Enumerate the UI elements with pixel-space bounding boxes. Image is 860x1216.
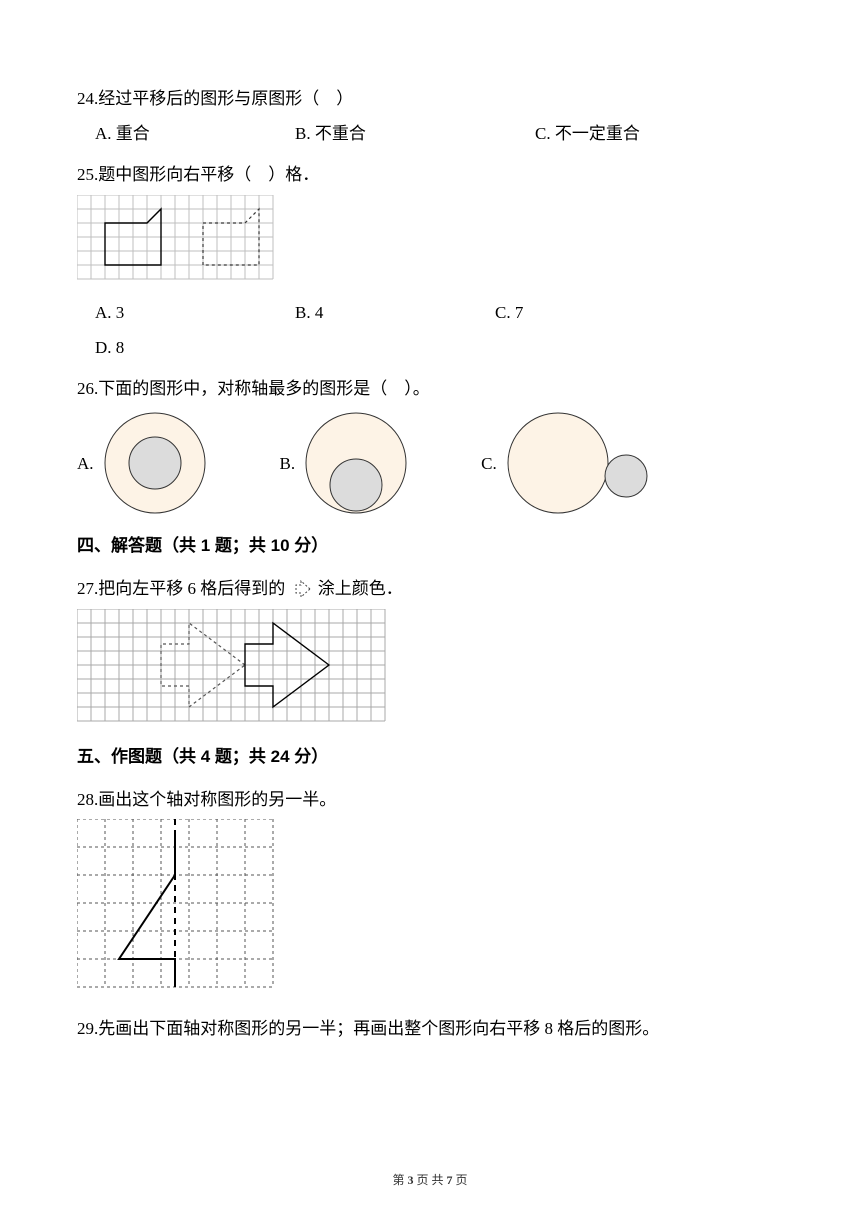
q25-opt-a: A. 3: [95, 299, 295, 326]
section5-title: 五、作图题（共 4 题；共 24 分）: [77, 743, 783, 770]
q28-stem: 28.画出这个轴对称图形的另一半。: [77, 786, 783, 813]
q26-options: A. B. C.: [77, 408, 783, 518]
q27: 27.把向左平移 6 格后得到的 涂上颜色．: [77, 575, 783, 728]
q27-figure: [77, 609, 783, 729]
section4-title: 四、解答题（共 1 题；共 10 分）: [77, 532, 783, 559]
q28-figure: [77, 819, 783, 1001]
q25-stem: 25.题中图形向右平移（ ）格．: [77, 161, 783, 188]
q25-figure: [77, 195, 783, 289]
q26-fig-b: [301, 408, 411, 518]
footer-mid: 页 共: [413, 1173, 446, 1187]
q26-fig-c: [503, 408, 653, 518]
q24-opt-b: B. 不重合: [295, 120, 535, 147]
q25-opt-d: D. 8: [77, 334, 783, 361]
q26-opt-a-label: A.: [77, 450, 94, 477]
q26: 26.下面的图形中，对称轴最多的图形是（ ）。 A. B. C.: [77, 375, 783, 518]
q24-options: A. 重合 B. 不重合 C. 不一定重合: [77, 120, 783, 147]
q27-stem: 27.把向左平移 6 格后得到的 涂上颜色．: [77, 575, 783, 602]
q25-opt-b: B. 4: [295, 299, 495, 326]
q27-stem-a: 27.把向左平移 6 格后得到的: [77, 579, 290, 598]
q29: 29.先画出下面轴对称图形的另一半；再画出整个图形向右平移 8 格后的图形。: [77, 1015, 783, 1042]
footer-prefix: 第: [392, 1173, 407, 1187]
q25-options-row1: A. 3 B. 4 C. 7: [77, 299, 783, 326]
q26-stem: 26.下面的图形中，对称轴最多的图形是（ ）。: [77, 375, 783, 402]
q28: 28.画出这个轴对称图形的另一半。: [77, 786, 783, 1001]
q24-stem: 24.经过平移后的图形与原图形（ ）: [77, 85, 783, 112]
page-footer: 第 3 页 共 7 页: [0, 1171, 860, 1190]
q24-opt-a: A. 重合: [95, 120, 295, 147]
footer-suffix: 页: [453, 1173, 468, 1187]
q26-fig-a: [100, 408, 210, 518]
q26-opt-c-label: C.: [481, 450, 497, 477]
q27-stem-b: 涂上颜色．: [318, 579, 403, 598]
q24-opt-c: C. 不一定重合: [535, 120, 735, 147]
q26-opt-b-label: B.: [280, 450, 296, 477]
arrow-shape-icon: [292, 580, 312, 598]
q25: 25.题中图形向右平移（ ）格． A. 3 B. 4 C. 7 D. 8: [77, 161, 783, 361]
q24: 24.经过平移后的图形与原图形（ ） A. 重合 B. 不重合 C. 不一定重合: [77, 85, 783, 147]
q25-opt-c: C. 7: [495, 299, 695, 326]
q29-stem: 29.先画出下面轴对称图形的另一半；再画出整个图形向右平移 8 格后的图形。: [77, 1015, 783, 1042]
